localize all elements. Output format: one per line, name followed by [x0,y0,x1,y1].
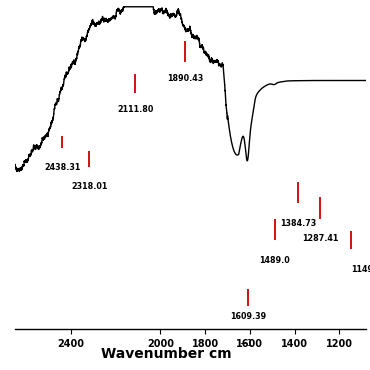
Text: Wavenumber cm: Wavenumber cm [101,347,232,361]
Text: 1489.0: 1489.0 [259,256,290,265]
Text: $^{-1}$: $^{-1}$ [239,339,253,352]
Text: 2111.80: 2111.80 [117,105,154,114]
Text: 2438.31: 2438.31 [44,164,80,172]
Text: 2318.01: 2318.01 [71,182,107,191]
Text: 1609.39: 1609.39 [230,312,266,322]
Text: 1287.41: 1287.41 [302,234,338,243]
Text: 1149: 1149 [351,265,370,274]
Text: 1890.43: 1890.43 [167,74,203,83]
Text: 1384.73: 1384.73 [280,219,316,228]
